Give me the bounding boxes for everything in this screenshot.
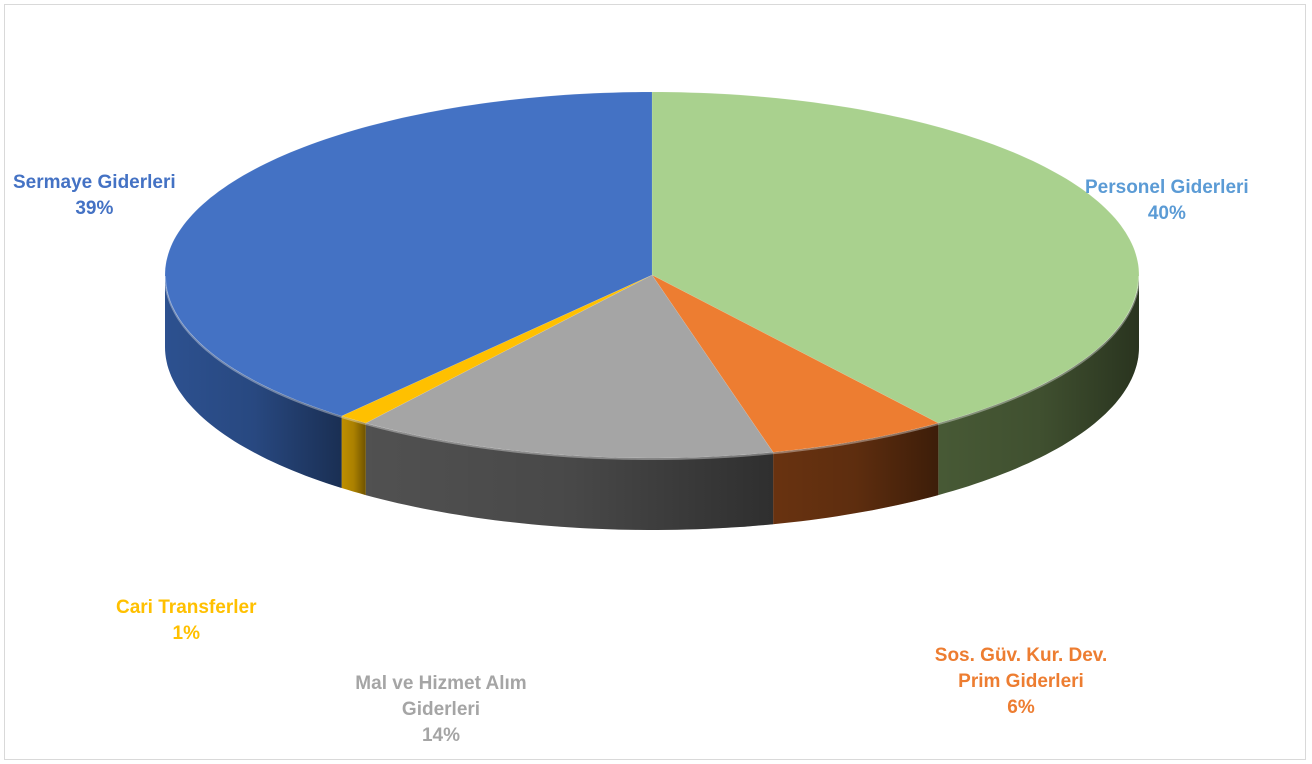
label-cari-name: Cari Transferler xyxy=(116,597,257,618)
pie-sides xyxy=(165,275,1139,530)
pie-slice-personel-giderleri xyxy=(651,91,1140,424)
label-sermaye-name: Sermaye Giderleri xyxy=(13,172,176,193)
label-mal-hizmet-name: Mal ve Hizmet Alım Giderleri xyxy=(355,673,527,720)
pie-side-shade-cari-transferler xyxy=(341,416,366,496)
label-cari-pct: 1% xyxy=(172,623,200,644)
label-sos-guv-prim-giderleri: Sos. Güv. Kur. Dev. Prim Giderleri 6% xyxy=(913,643,1129,721)
label-mal-hizmet-pct: 14% xyxy=(421,725,461,746)
label-sos-guv-pct: 6% xyxy=(1007,697,1035,718)
label-personel-giderleri: Personel Giderleri 40% xyxy=(1085,175,1249,227)
label-personel-pct: 40% xyxy=(1147,203,1186,224)
label-cari-transferler: Cari Transferler 1% xyxy=(116,595,256,647)
pie-side-shade-personel-giderleri xyxy=(938,275,1139,496)
pie-slice-sermaye-giderleri xyxy=(164,91,653,417)
pie-tops xyxy=(164,91,1140,460)
pie-side-shade-sermaye-giderleri xyxy=(165,275,342,488)
label-sos-guv-name: Sos. Güv. Kur. Dev. Prim Giderleri xyxy=(934,645,1108,692)
pie-chart xyxy=(164,91,1140,530)
label-sermaye-giderleri: Sermaye Giderleri 39% xyxy=(13,170,176,222)
label-mal-hizmet-giderleri: Mal ve Hizmet Alım Giderleri 14% xyxy=(325,671,557,749)
pie-rim-highlight xyxy=(164,275,1140,460)
pie-slice-mal-hizmet-giderleri xyxy=(364,274,774,459)
chart-area: Personel Giderleri 40% Sos. Güv. Kur. De… xyxy=(4,4,1306,760)
pie-slice-sos-guv-prim-giderleri xyxy=(651,274,940,453)
label-sermaye-pct: 39% xyxy=(75,198,114,219)
pie-side-shade-sos-guv-prim-giderleri xyxy=(773,423,939,525)
label-personel-name: Personel Giderleri xyxy=(1085,177,1249,198)
pie-side-shade-mal-hizmet-giderleri xyxy=(365,423,774,530)
